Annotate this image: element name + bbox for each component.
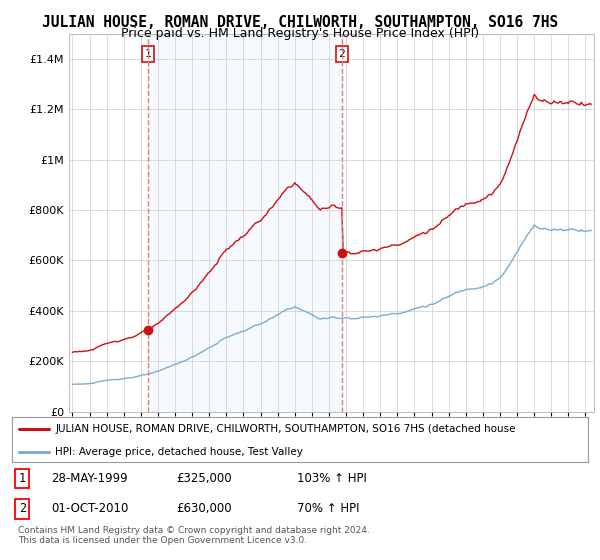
Bar — [148, 34, 342, 412]
Text: 2: 2 — [19, 502, 26, 515]
Text: JULIAN HOUSE, ROMAN DRIVE, CHILWORTH, SOUTHAMPTON, SO16 7HS (detached house: JULIAN HOUSE, ROMAN DRIVE, CHILWORTH, SO… — [55, 424, 516, 435]
Text: 1: 1 — [145, 49, 151, 59]
Text: Contains HM Land Registry data © Crown copyright and database right 2024.: Contains HM Land Registry data © Crown c… — [18, 526, 370, 535]
Text: JULIAN HOUSE, ROMAN DRIVE, CHILWORTH, SOUTHAMPTON, SO16 7HS: JULIAN HOUSE, ROMAN DRIVE, CHILWORTH, SO… — [42, 15, 558, 30]
Text: 103% ↑ HPI: 103% ↑ HPI — [297, 472, 367, 485]
Text: 70% ↑ HPI: 70% ↑ HPI — [297, 502, 359, 515]
Text: £325,000: £325,000 — [176, 472, 232, 485]
Text: 28-MAY-1999: 28-MAY-1999 — [51, 472, 128, 485]
Text: This data is licensed under the Open Government Licence v3.0.: This data is licensed under the Open Gov… — [18, 536, 307, 545]
Text: HPI: Average price, detached house, Test Valley: HPI: Average price, detached house, Test… — [55, 447, 303, 457]
Text: 01-OCT-2010: 01-OCT-2010 — [51, 502, 128, 515]
Text: 1: 1 — [19, 472, 26, 485]
Text: 2: 2 — [338, 49, 345, 59]
Text: £630,000: £630,000 — [176, 502, 232, 515]
Text: Price paid vs. HM Land Registry's House Price Index (HPI): Price paid vs. HM Land Registry's House … — [121, 27, 479, 40]
